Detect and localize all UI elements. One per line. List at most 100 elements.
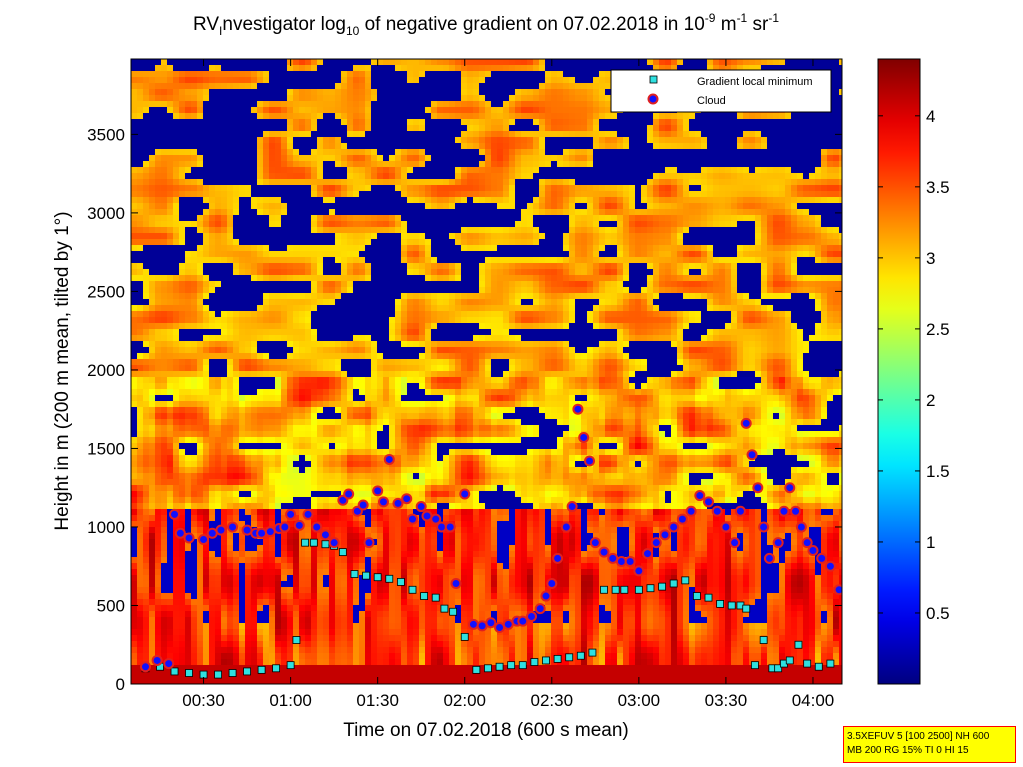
heatmap-cell [215, 635, 222, 642]
heatmap-cell [149, 503, 156, 510]
heatmap-cell [197, 203, 204, 210]
heatmap-cell [365, 677, 372, 684]
heatmap-cell [239, 395, 246, 402]
heatmap-cell [239, 533, 246, 540]
heatmap-cell [317, 347, 324, 354]
heatmap-cell [173, 407, 180, 414]
heatmap-cell [251, 209, 258, 216]
heatmap-cell [143, 149, 150, 156]
heatmap-cell [341, 593, 348, 600]
heatmap-cell [287, 185, 294, 192]
heatmap-cell [401, 251, 408, 258]
heatmap-cell [251, 467, 258, 474]
heatmap-cell [347, 77, 354, 84]
heatmap-cell [245, 389, 252, 396]
heatmap-cell [257, 353, 264, 360]
heatmap-cell [215, 317, 222, 324]
heatmap-cell [317, 329, 324, 336]
heatmap-cell [215, 95, 222, 102]
heatmap-cell [161, 227, 168, 234]
heatmap-cell [293, 275, 300, 282]
heatmap-cell [149, 293, 156, 300]
heatmap-cell [131, 677, 138, 684]
heatmap-cell [239, 119, 246, 126]
heatmap-cell [389, 545, 396, 552]
heatmap-cell [329, 203, 336, 210]
heatmap-cell [407, 569, 414, 576]
heatmap-cell [305, 353, 312, 360]
heatmap-cell [275, 335, 282, 342]
heatmap-cell [197, 281, 204, 288]
heatmap-cell [257, 605, 264, 612]
heatmap-cell [221, 671, 228, 678]
heatmap-cell [365, 641, 372, 648]
heatmap-cell [329, 197, 336, 204]
heatmap-cell [263, 491, 270, 498]
heatmap-cell [377, 593, 384, 600]
heatmap-cell [269, 407, 276, 414]
heatmap-cell [347, 479, 354, 486]
heatmap-cell [359, 545, 366, 552]
heatmap-cell [371, 401, 378, 408]
heatmap-cell [251, 503, 258, 510]
heatmap-cell [407, 509, 414, 516]
heatmap-cell [245, 401, 252, 408]
heatmap-cell [335, 431, 342, 438]
heatmap-cell [323, 449, 330, 456]
heatmap-cell [365, 377, 372, 384]
heatmap-cell [233, 269, 240, 276]
heatmap-cell [287, 359, 294, 366]
heatmap-cell [407, 443, 414, 450]
heatmap-cell [173, 113, 180, 120]
heatmap-cell [329, 479, 336, 486]
heatmap-cell [179, 143, 186, 150]
heatmap-cell [203, 461, 210, 468]
heatmap-cell [359, 167, 366, 174]
heatmap-cell [251, 599, 258, 606]
heatmap-cell [173, 185, 180, 192]
heatmap-cell [287, 647, 294, 654]
heatmap-cell [263, 83, 270, 90]
heatmap-cell [395, 455, 402, 462]
heatmap-cell [221, 95, 228, 102]
heatmap-cell [155, 107, 162, 114]
heatmap-cell [413, 299, 420, 306]
heatmap-cell [143, 215, 150, 222]
heatmap-cell [377, 329, 384, 336]
heatmap-cell [353, 143, 360, 150]
heatmap-cell [155, 269, 162, 276]
heatmap-cell [137, 191, 144, 198]
heatmap-cell [185, 221, 192, 228]
heatmap-cell [389, 227, 396, 234]
heatmap-cell [161, 119, 168, 126]
heatmap-cell [299, 557, 306, 564]
heatmap-cell [401, 101, 408, 108]
heatmap-cell [323, 287, 330, 294]
heatmap-cell [161, 593, 168, 600]
heatmap-cell [215, 401, 222, 408]
heatmap-cell [413, 401, 420, 408]
heatmap-cell [413, 149, 420, 156]
heatmap-cell [365, 557, 372, 564]
heatmap-cell [293, 173, 300, 180]
heatmap-cell [239, 623, 246, 630]
heatmap-cell [341, 407, 348, 414]
heatmap-cell [311, 587, 318, 594]
heatmap-cell [299, 161, 306, 168]
heatmap-cell [203, 575, 210, 582]
heatmap-cell [275, 455, 282, 462]
heatmap-cell [239, 581, 246, 588]
heatmap-cell [401, 293, 408, 300]
heatmap-cell [149, 137, 156, 144]
heatmap-cell [185, 227, 192, 234]
heatmap-cell [407, 359, 414, 366]
heatmap-cell [329, 89, 336, 96]
heatmap-cell [269, 545, 276, 552]
heatmap-cell [137, 329, 144, 336]
heatmap-cell [353, 617, 360, 624]
heatmap-cell [389, 341, 396, 348]
heatmap-cell [401, 269, 408, 276]
heatmap-cell [275, 221, 282, 228]
heatmap-cell [323, 509, 330, 516]
heatmap-cell [347, 161, 354, 168]
